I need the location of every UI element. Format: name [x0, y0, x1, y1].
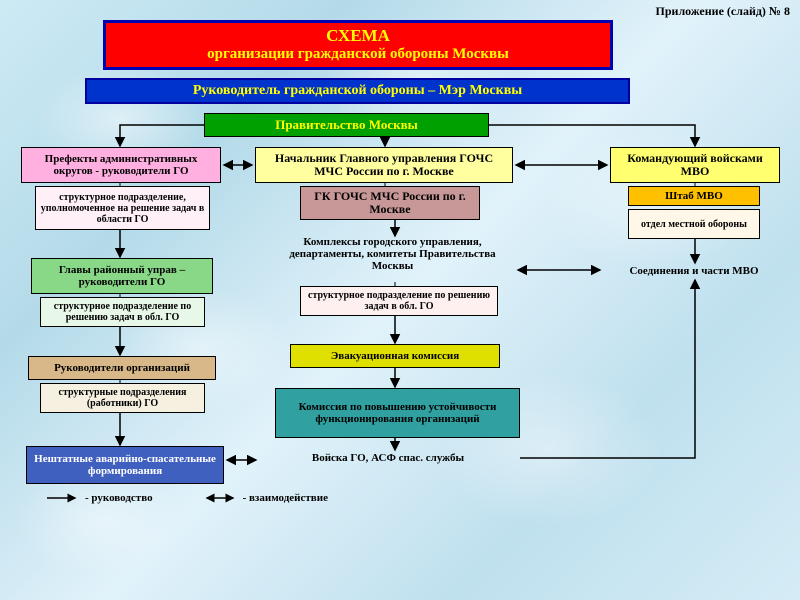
district-heads-sub-box: структурное подразделение по решению зад…	[40, 297, 205, 327]
government-box: Правительство Москвы	[204, 113, 489, 137]
complexes-sub-box: структурное подразделение по решению зад…	[300, 286, 498, 316]
title-box: СХЕМА организации гражданской обороны Мо…	[103, 20, 613, 70]
legend: - руководство - взаимодействие	[45, 492, 328, 504]
title-line1: СХЕМА	[326, 27, 390, 46]
commission-box: Комиссия по повышению устойчивости функц…	[275, 388, 520, 438]
complexes-text: Комплексы городского управления, департа…	[270, 236, 515, 282]
gk-box: ГК ГОЧС МЧС России по г. Москве	[300, 186, 480, 220]
local-defense-box: отдел местной обороны	[628, 209, 760, 239]
evacuation-box: Эвакуационная комиссия	[290, 344, 500, 368]
chief-box: Начальник Главного управления ГОЧС МЧС Р…	[255, 147, 513, 183]
troops-text: Войска ГО, АСФ спас. службы	[258, 452, 518, 464]
emergency-box: Нештатные аварийно-спасательные формиров…	[26, 446, 224, 484]
commander-box: Командующий войсками МВО	[610, 147, 780, 183]
title-line2: организации гражданской обороны Москвы	[207, 46, 509, 63]
head-mayor-box: Руководитель гражданской обороны – Мэр М…	[85, 78, 630, 104]
legend-inter: - взаимодействие	[203, 492, 328, 504]
slide-reference: Приложение (слайд) № 8	[656, 4, 790, 19]
mvo-units-text: Соединения и части МВО	[604, 265, 784, 277]
org-heads-box: Руководители организаций	[28, 356, 216, 380]
district-heads-box: Главы районный управ – руководители ГО	[31, 258, 213, 294]
staff-box: Штаб МВО	[628, 186, 760, 206]
legend-lead: - руководство	[45, 492, 153, 504]
prefects-sub-box: структурное подразделение, уполномоченно…	[35, 186, 210, 230]
prefects-box: Префекты административных округов - руко…	[21, 147, 221, 183]
org-sub-box: структурные подразделения (работники) ГО	[40, 383, 205, 413]
